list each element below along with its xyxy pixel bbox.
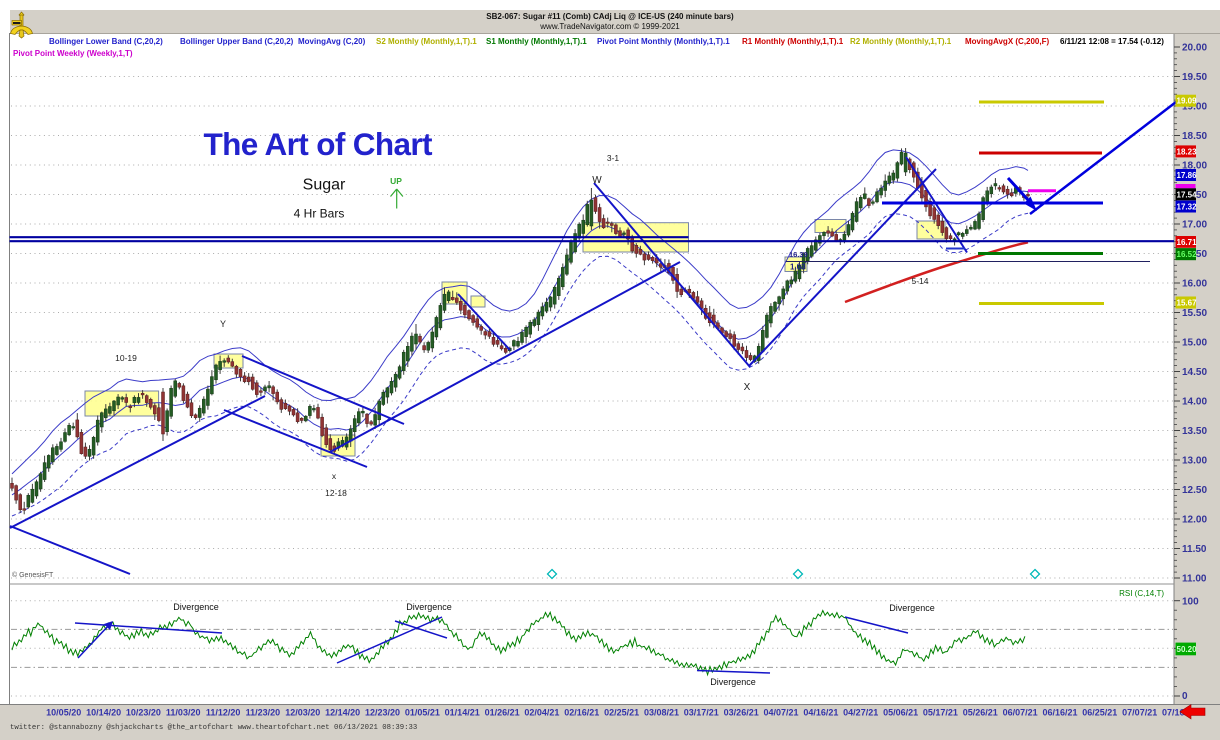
svg-text:12/14/20: 12/14/20: [325, 708, 360, 718]
svg-text:18.00: 18.00: [1182, 161, 1207, 172]
svg-text:19.09: 19.09: [1177, 97, 1198, 106]
svg-text:S1 Monthly (Monthly,1,T).1: S1 Monthly (Monthly,1,T).1: [486, 37, 587, 46]
svg-text:20.00: 20.00: [1182, 43, 1207, 54]
svg-text:www.TradeNavigator.com © 1999-: www.TradeNavigator.com © 1999-2021: [539, 22, 680, 31]
svg-text:03/26/21: 03/26/21: [724, 708, 759, 718]
svg-text:03/17/21: 03/17/21: [684, 708, 719, 718]
svg-text:06/07/21: 06/07/21: [1003, 708, 1038, 718]
svg-text:16.00: 16.00: [1182, 279, 1207, 290]
svg-text:twitter: @stannabozny @shjackc: twitter: @stannabozny @shjackcharts @the…: [10, 724, 417, 732]
svg-text:03/08/21: 03/08/21: [644, 708, 679, 718]
svg-text:02/04/21: 02/04/21: [524, 708, 559, 718]
svg-text:Sugar: Sugar: [303, 177, 346, 194]
svg-text:Bollinger Upper Band (C,20,2): Bollinger Upper Band (C,20,2): [180, 37, 294, 46]
svg-text:05/26/21: 05/26/21: [963, 708, 998, 718]
svg-text:10-19: 10-19: [115, 353, 137, 363]
svg-text:100: 100: [1182, 597, 1199, 608]
svg-text:Pivot Point Monthly (Monthly,1: Pivot Point Monthly (Monthly,1,T).1: [597, 37, 730, 46]
svg-text:15.00: 15.00: [1182, 338, 1207, 349]
svg-text:1.03: 1.03: [790, 263, 806, 272]
svg-text:11.00: 11.00: [1182, 574, 1207, 585]
svg-text:11.50: 11.50: [1182, 544, 1207, 555]
svg-text:01/26/21: 01/26/21: [485, 708, 520, 718]
svg-text:04/07/21: 04/07/21: [763, 708, 798, 718]
svg-text:Divergence: Divergence: [406, 602, 452, 612]
svg-text:16.71: 16.71: [1177, 238, 1198, 247]
svg-text:5-14: 5-14: [911, 276, 928, 286]
svg-text:Divergence: Divergence: [173, 602, 219, 612]
svg-text:01/05/21: 01/05/21: [405, 708, 440, 718]
svg-text:MovingAvgX (C,200,F): MovingAvgX (C,200,F): [965, 37, 1049, 46]
svg-text:S2 Monthly (Monthly,1,T).1: S2 Monthly (Monthly,1,T).1: [376, 37, 477, 46]
svg-text:15.50: 15.50: [1182, 308, 1207, 319]
svg-text:10/23/20: 10/23/20: [126, 708, 161, 718]
svg-text:05/17/21: 05/17/21: [923, 708, 958, 718]
svg-text:The Art of Chart: The Art of Chart: [204, 126, 434, 162]
svg-text:4 Hr Bars: 4 Hr Bars: [294, 207, 345, 221]
svg-text:12.00: 12.00: [1182, 515, 1207, 526]
svg-text:06/25/21: 06/25/21: [1082, 708, 1117, 718]
svg-text:0: 0: [1182, 691, 1188, 702]
svg-text:X: X: [744, 382, 751, 393]
svg-text:R1 Monthly (Monthly,1,T).1: R1 Monthly (Monthly,1,T).1: [742, 37, 844, 46]
svg-text:RSI (C,14,T): RSI (C,14,T): [1119, 589, 1164, 598]
svg-text:Divergence: Divergence: [710, 677, 756, 687]
svg-text:6/11/21 12:08 = 17.54 (-0.12): 6/11/21 12:08 = 17.54 (-0.12): [1060, 37, 1164, 46]
svg-text:Y: Y: [220, 319, 226, 329]
svg-text:04/27/21: 04/27/21: [843, 708, 878, 718]
svg-text:12/03/20: 12/03/20: [285, 708, 320, 718]
svg-text:Pivot Point Weekly (Weekly,1,T: Pivot Point Weekly (Weekly,1,T): [13, 49, 133, 58]
svg-text:© GenesisFT: © GenesisFT: [12, 571, 54, 579]
svg-text:07/16/21: 07/16/21: [1162, 708, 1197, 718]
svg-text:19.50: 19.50: [1182, 72, 1207, 83]
svg-text:11/03/20: 11/03/20: [166, 708, 201, 718]
svg-text:Bollinger Lower Band (C,20,2): Bollinger Lower Band (C,20,2): [49, 37, 163, 46]
svg-text:Divergence: Divergence: [889, 603, 935, 613]
svg-text:SB2-067: Sugar #11 (Comb) CAd: SB2-067: Sugar #11 (Comb) CAdj Liq @ ICE…: [486, 12, 734, 21]
svg-text:17.86: 17.86: [1177, 171, 1198, 180]
svg-text:UP: UP: [390, 176, 402, 186]
svg-text:11/23/20: 11/23/20: [246, 708, 281, 718]
svg-text:06/16/21: 06/16/21: [1042, 708, 1077, 718]
svg-text:04/16/21: 04/16/21: [803, 708, 838, 718]
svg-text:3-1: 3-1: [607, 153, 620, 163]
svg-text:13.00: 13.00: [1182, 456, 1207, 467]
svg-text:x: x: [332, 471, 337, 481]
svg-text:12-18: 12-18: [325, 488, 347, 498]
svg-text:17.00: 17.00: [1182, 220, 1207, 231]
svg-text:19.00: 19.00: [1182, 102, 1207, 113]
svg-text:18.23: 18.23: [1177, 147, 1198, 156]
svg-text:02/25/21: 02/25/21: [604, 708, 639, 718]
svg-text:05/06/21: 05/06/21: [883, 708, 918, 718]
svg-text:14.50: 14.50: [1182, 367, 1207, 378]
svg-text:50.20: 50.20: [1177, 645, 1198, 654]
svg-text:10/05/20: 10/05/20: [46, 708, 81, 718]
svg-text:01/14/21: 01/14/21: [445, 708, 480, 718]
svg-text:15.67: 15.67: [1177, 299, 1198, 308]
svg-text:W: W: [592, 175, 602, 186]
svg-text:07/07/21: 07/07/21: [1122, 708, 1157, 718]
svg-text:11/12/20: 11/12/20: [206, 708, 241, 718]
svg-text:12.50: 12.50: [1182, 485, 1207, 496]
svg-text:02/16/21: 02/16/21: [564, 708, 599, 718]
svg-text:17.54: 17.54: [1177, 190, 1198, 199]
svg-text:17.32: 17.32: [1177, 203, 1198, 212]
svg-text:10/14/20: 10/14/20: [86, 708, 121, 718]
svg-text:14.00: 14.00: [1182, 397, 1207, 408]
svg-text:R2 Monthly (Monthly,1,T).1: R2 Monthly (Monthly,1,T).1: [850, 37, 952, 46]
svg-text:13.50: 13.50: [1182, 426, 1207, 437]
svg-text:18.50: 18.50: [1182, 131, 1207, 142]
svg-text:MovingAvg (C,20): MovingAvg (C,20): [298, 37, 366, 46]
svg-text:16.52: 16.52: [1177, 250, 1198, 259]
svg-text:12/23/20: 12/23/20: [365, 708, 400, 718]
svg-text:16.39: 16.39: [789, 250, 808, 259]
